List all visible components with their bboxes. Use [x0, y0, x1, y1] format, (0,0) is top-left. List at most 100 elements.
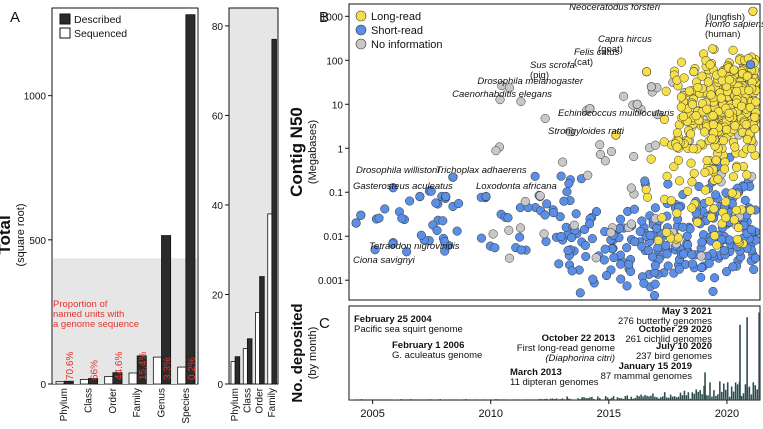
c-month-bar: [752, 382, 755, 400]
b-point-short: [704, 258, 714, 268]
b-point-long: [641, 184, 651, 195]
c-month-bar: [567, 398, 570, 400]
b-legend-label: Long-read: [371, 11, 421, 23]
a-ylabel: Total: [0, 215, 14, 254]
c-month-bar: [650, 395, 652, 400]
c-month-bar: [675, 397, 678, 400]
c-month-bar: [354, 399, 357, 400]
b-point-label: Gasterosteus aculeatus: [353, 181, 453, 192]
c-spike-bar: [739, 324, 741, 400]
inset-bar-described: [246, 338, 253, 385]
inset-xtick-label: Family: [267, 388, 278, 417]
c-month-bar: [610, 397, 613, 400]
c-month-bar: [624, 396, 627, 400]
a-bar-described: [161, 235, 172, 385]
b-point-long: [705, 60, 715, 70]
a-annotation-line: Proportion of: [53, 299, 108, 310]
c-month-bar: [699, 390, 701, 400]
b-point-long: [750, 124, 760, 134]
b-point-long: [686, 158, 696, 168]
b-point-short: [438, 216, 448, 226]
c-month-bar: [669, 394, 672, 400]
c-annotation-date: February 25 2004: [354, 314, 432, 325]
b-point-short: [405, 196, 415, 206]
b-legend-swatch: [355, 38, 367, 50]
b-point-short: [516, 245, 526, 255]
c-month-bar: [591, 396, 593, 400]
c-month-bar: [717, 394, 719, 400]
c-month-bar: [549, 398, 552, 400]
c-month-bar: [545, 398, 548, 400]
b-named-point: [745, 59, 756, 70]
b-point-long: [673, 233, 683, 243]
a-bar-sequenced: [55, 381, 65, 385]
a-bar-described: [88, 378, 99, 385]
b-legend-box: [351, 6, 459, 50]
b-point-long: [691, 111, 701, 121]
c-month-bar: [593, 399, 595, 400]
b-point-long: [722, 124, 732, 135]
c-month-bar: [744, 384, 747, 400]
b-point-short: [579, 224, 590, 235]
b-point-grey: [516, 96, 526, 107]
b-point-long: [688, 144, 698, 154]
b-point-grey: [606, 228, 616, 238]
b-point-short: [490, 243, 500, 253]
c-annotation-desc-2: (Diaphorina citri): [545, 353, 615, 364]
c-month-bar: [709, 382, 711, 400]
panel-label-b: B: [319, 9, 329, 26]
c-month-bar: [711, 396, 713, 400]
b-point-long: [704, 196, 714, 206]
c-month-bar: [465, 399, 467, 400]
b-point-long: [724, 108, 734, 118]
panel-a-inset: 0 20 40 60 80 Phylum Class Order Family: [212, 7, 279, 421]
b-named-point: [585, 103, 595, 114]
panel-a-bars: 0 500 1000 Phylum 70.6% Class 66% Order 44.6% Fam…: [24, 7, 199, 424]
b-point-grey: [540, 113, 550, 124]
inset-ytick-label: 80: [212, 22, 224, 33]
b-point-long: [711, 155, 721, 165]
b-point-long: [728, 45, 738, 55]
b-legend-swatch: [355, 10, 367, 22]
c-annotation-desc: 261 cichlid genomes: [625, 334, 712, 345]
b-point-grey: [535, 191, 545, 201]
c-month-bar: [589, 397, 591, 400]
a-xtick-label: Class: [84, 388, 95, 413]
a-proportion-label: 0.2%: [187, 357, 198, 380]
c-month-bar: [732, 391, 735, 400]
b-legend-label: No information: [371, 39, 443, 51]
panel-b-scatter: B Contig N50 (Megabases) 0.001 0.01 0.1 1 10 100…: [287, 2, 763, 301]
b-point-grey: [558, 157, 568, 167]
inset-ytick-label: 0: [217, 380, 223, 391]
c-month-bar: [585, 398, 587, 400]
c-month-bar: [471, 399, 473, 400]
c-xtick-label: 2010: [478, 408, 502, 420]
b-ylabel-sub: (Megabases): [307, 120, 319, 184]
c-month-bar: [573, 399, 575, 400]
c-month-bar: [410, 399, 412, 400]
b-point-short: [426, 186, 436, 196]
b-point-short: [719, 245, 729, 256]
c-month-bar: [701, 394, 703, 400]
b-point-long: [742, 135, 752, 145]
c-month-bar: [597, 396, 599, 400]
inset-ytick-label: 60: [212, 111, 224, 122]
b-point-short: [622, 243, 632, 253]
b-legend-swatch: [355, 24, 367, 36]
c-month-bar: [705, 395, 707, 400]
b-named-point: [646, 82, 656, 92]
a-xtick-label: Order: [108, 387, 119, 413]
b-point-grey: [539, 229, 549, 239]
c-month-bar: [553, 399, 556, 400]
c-month-bar: [667, 397, 670, 400]
b-point-short: [567, 232, 577, 243]
b-point-short: [431, 198, 441, 208]
b-point-short: [750, 253, 760, 263]
b-point-short: [661, 241, 671, 251]
b-point-long: [710, 231, 720, 241]
c-month-bar: [608, 398, 611, 400]
b-point-long: [703, 77, 713, 87]
b-point-long: [713, 174, 723, 184]
b-point-short: [575, 288, 585, 298]
b-point-grey: [491, 146, 501, 156]
